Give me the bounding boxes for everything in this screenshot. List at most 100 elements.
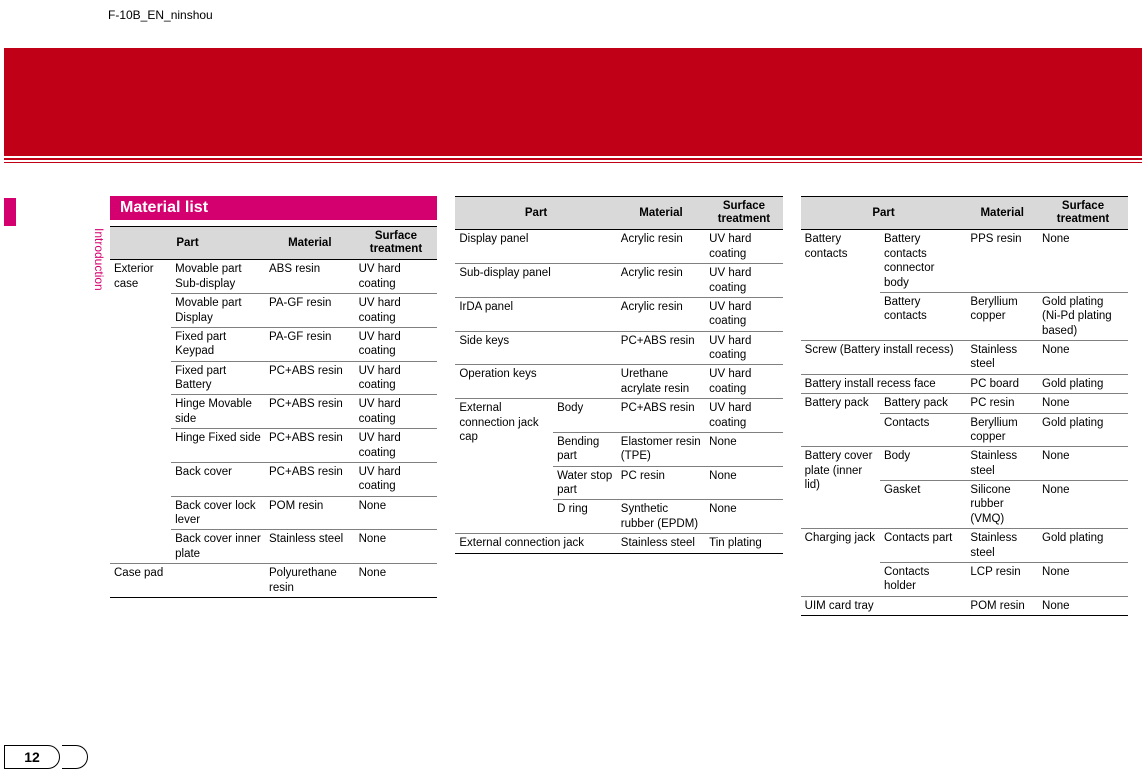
column-3: Part Material Surface treatment Battery …	[801, 196, 1128, 616]
cell-part: Exterior case	[110, 260, 171, 564]
cell-subpart: Hinge Fixed side	[171, 429, 265, 463]
table-row: Sub-display panelAcrylic resinUV hard co…	[455, 264, 782, 298]
page-number: 12	[4, 745, 60, 769]
cell-treatment: UV hard coating	[705, 331, 783, 365]
cell-treatment: UV hard coating	[355, 462, 438, 496]
col-material: Material	[265, 227, 355, 260]
cell-material: PA-GF resin	[265, 294, 355, 328]
table-row: Case padPolyurethane resinNone	[110, 564, 437, 598]
col-material: Material	[966, 197, 1038, 230]
cell-subpart: D ring	[553, 500, 617, 534]
cell-treatment: None	[1038, 230, 1128, 293]
cell-subpart: Contacts holder	[880, 562, 966, 596]
col-part: Part	[801, 197, 967, 230]
cell-material: PC+ABS resin	[265, 395, 355, 429]
cell-material: POM resin	[265, 496, 355, 530]
cell-part: External connection jack	[455, 534, 616, 553]
cell-material: Beryllium copper	[966, 413, 1038, 447]
cell-part: Case pad	[110, 564, 265, 598]
material-table-3: Part Material Surface treatment Battery …	[801, 196, 1128, 616]
cell-treatment: UV hard coating	[705, 264, 783, 298]
cell-subpart: Water stop part	[553, 466, 617, 500]
cell-treatment: UV hard coating	[355, 327, 438, 361]
col-part: Part	[110, 227, 265, 260]
cell-material: Acrylic resin	[617, 264, 705, 298]
cell-treatment: None	[705, 432, 783, 466]
table-row: External connection jackStainless steelT…	[455, 534, 782, 553]
col-part: Part	[455, 197, 616, 230]
cell-part: Sub-display panel	[455, 264, 616, 298]
cell-treatment: UV hard coating	[355, 395, 438, 429]
cell-treatment: None	[1038, 481, 1128, 529]
table-row: Battery cover plate (inner lid)BodyStain…	[801, 447, 1128, 481]
doc-title: F-10B_EN_ninshou	[108, 8, 213, 22]
cell-material: PC+ABS resin	[265, 429, 355, 463]
cell-subpart: Fixed part Battery	[171, 361, 265, 395]
table-row: Battery packBattery packPC resinNone	[801, 394, 1128, 413]
cell-treatment: UV hard coating	[705, 297, 783, 331]
col-treatment: Surface treatment	[705, 197, 783, 230]
cell-treatment: None	[355, 564, 438, 598]
cell-subpart: Battery contacts	[880, 292, 966, 340]
cell-subpart: Contacts part	[880, 529, 966, 563]
cell-material: Stainless steel	[966, 447, 1038, 481]
cell-treatment: UV hard coating	[705, 230, 783, 264]
cell-material: Acrylic resin	[617, 297, 705, 331]
cell-material: PPS resin	[966, 230, 1038, 293]
cell-treatment: None	[705, 466, 783, 500]
cell-treatment: None	[705, 500, 783, 534]
table-row: Operation keysUrethane acrylate resinUV …	[455, 365, 782, 399]
table-row: IrDA panelAcrylic resinUV hard coating	[455, 297, 782, 331]
cell-part: Display panel	[455, 230, 616, 264]
cell-material: Stainless steel	[966, 341, 1038, 375]
cell-material: ABS resin	[265, 260, 355, 294]
cell-treatment: UV hard coating	[355, 429, 438, 463]
table-row: External connection jack capBodyPC+ABS r…	[455, 399, 782, 433]
cell-material: PC+ABS resin	[265, 462, 355, 496]
cell-part: Side keys	[455, 331, 616, 365]
table-row: Screw (Battery install recess)Stainless …	[801, 341, 1128, 375]
cell-treatment: Gold plating	[1038, 374, 1128, 393]
cell-part: IrDA panel	[455, 297, 616, 331]
table-row: UIM card trayPOM resinNone	[801, 596, 1128, 615]
cell-treatment: None	[1038, 394, 1128, 413]
cell-subpart: Back cover inner plate	[171, 530, 265, 564]
cell-treatment: UV hard coating	[705, 399, 783, 433]
cell-subpart: Fixed part Keypad	[171, 327, 265, 361]
cell-material: Synthetic rubber (EPDM)	[617, 500, 705, 534]
cell-material: Stainless steel	[617, 534, 705, 553]
cell-part: UIM card tray	[801, 596, 967, 615]
table-row: Charging jackContacts partStainless stee…	[801, 529, 1128, 563]
cell-treatment: None	[355, 496, 438, 530]
table-row: Battery install recess facePC boardGold …	[801, 374, 1128, 393]
cell-subpart: Back cover	[171, 462, 265, 496]
cell-material: PC board	[966, 374, 1038, 393]
cell-part: Battery cover plate (inner lid)	[801, 447, 880, 529]
cell-treatment: Tin plating	[705, 534, 783, 553]
cell-subpart: Movable part Display	[171, 294, 265, 328]
cell-treatment: None	[1038, 447, 1128, 481]
cell-subpart: Battery pack	[880, 394, 966, 413]
cell-material: PC+ABS resin	[265, 361, 355, 395]
page-number-ornament	[62, 745, 88, 769]
cell-subpart: Body	[553, 399, 617, 433]
header-rule-2	[4, 162, 1142, 163]
cell-material: Urethane acrylate resin	[617, 365, 705, 399]
cell-material: Stainless steel	[265, 530, 355, 564]
cell-subpart: Body	[880, 447, 966, 481]
cell-material: PC resin	[617, 466, 705, 500]
cell-subpart: Gasket	[880, 481, 966, 529]
cell-material: PC+ABS resin	[617, 399, 705, 433]
cell-material: Beryllium copper	[966, 292, 1038, 340]
section-side-label: Introduction	[92, 228, 106, 291]
cell-subpart: Battery contacts connector body	[880, 230, 966, 293]
side-tab	[4, 198, 16, 226]
table-row: Side keysPC+ABS resinUV hard coating	[455, 331, 782, 365]
col-treatment: Surface treatment	[355, 227, 438, 260]
header-band	[4, 48, 1142, 156]
material-table-2: Part Material Surface treatment Display …	[455, 196, 782, 554]
cell-treatment: UV hard coating	[705, 365, 783, 399]
cell-treatment: Gold plating	[1038, 529, 1128, 563]
column-2: Part Material Surface treatment Display …	[455, 196, 782, 616]
cell-treatment: None	[1038, 596, 1128, 615]
